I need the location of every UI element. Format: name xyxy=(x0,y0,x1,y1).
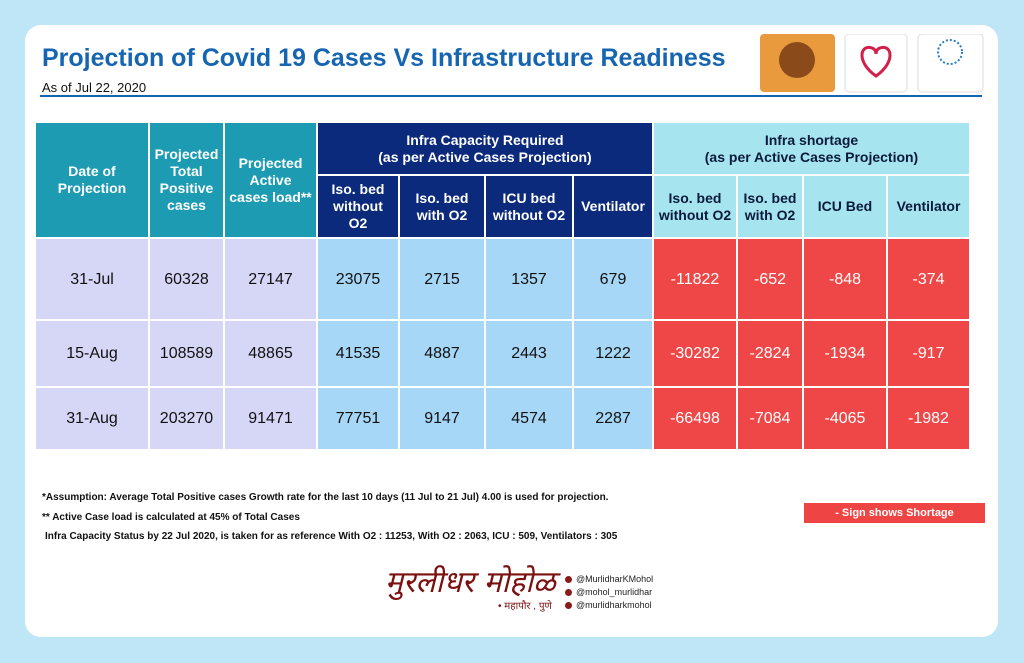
column-header: Ventilator xyxy=(573,175,653,238)
table-cell: 4887 xyxy=(399,320,485,387)
footnote: Infra Capacity Status by 22 Jul 2020, is… xyxy=(45,531,618,542)
column-header: Date of Projection xyxy=(35,122,149,238)
table-cell: 203270 xyxy=(149,387,224,450)
table-cell: 27147 xyxy=(224,238,317,320)
table-cell: 48865 xyxy=(224,320,317,387)
logo xyxy=(779,42,815,78)
column-header: Projected Active cases load** xyxy=(224,122,317,238)
table-cell: 4574 xyxy=(485,387,573,450)
subtitle: As of Jul 22, 2020 xyxy=(42,80,147,95)
social-icon xyxy=(565,589,572,597)
column-header: Ventilator xyxy=(887,175,970,238)
table-cell: -1934 xyxy=(803,320,887,387)
social-icon xyxy=(565,602,572,610)
social-icon xyxy=(565,576,572,584)
group-header: Infra Capacity Required (as per Active Ca… xyxy=(317,122,653,175)
social-text: @murlidharkmohol xyxy=(576,600,652,610)
table-cell: 2287 xyxy=(573,387,653,450)
group-header-title: Infra shortage xyxy=(764,131,859,148)
table-cell: 9147 xyxy=(399,387,485,450)
table-cell: 1222 xyxy=(573,320,653,387)
table-cell: -652 xyxy=(737,238,803,320)
table-cell: 2443 xyxy=(485,320,573,387)
logo xyxy=(844,34,908,93)
table-cell: -66498 xyxy=(653,387,737,450)
table-cell: 91471 xyxy=(224,387,317,450)
column-header: Iso. bed with O2 xyxy=(737,175,803,238)
signature-role: • महापौर , पुणे xyxy=(498,601,552,612)
logo xyxy=(860,45,892,78)
column-header: ICU Bed xyxy=(803,175,887,238)
table-cell: -4065 xyxy=(803,387,887,450)
column-header: Iso. bed without O2 xyxy=(317,175,399,238)
group-header-title: Infra Capacity Required xyxy=(406,131,564,148)
column-header: ICU bed without O2 xyxy=(485,175,573,238)
social-handle: @MurlidharKMohol xyxy=(565,574,653,584)
table-cell: 2715 xyxy=(399,238,485,320)
footnote: *Assumption: Average Total Positive case… xyxy=(42,492,609,503)
column-header: Iso. bed without O2 xyxy=(653,175,737,238)
title: Projection of Covid 19 Cases Vs Infrastr… xyxy=(42,44,726,72)
table-cell: 77751 xyxy=(317,387,399,450)
social-handle: @murlidharkmohol xyxy=(565,600,652,610)
table-cell: 31-Aug xyxy=(35,387,149,450)
table-cell: 108589 xyxy=(149,320,224,387)
table-cell: -7084 xyxy=(737,387,803,450)
table-cell: 15-Aug xyxy=(35,320,149,387)
footnote: ** Active Case load is calculated at 45%… xyxy=(42,512,300,523)
table-cell: -2824 xyxy=(737,320,803,387)
title-rule xyxy=(40,95,982,97)
table-cell: -848 xyxy=(803,238,887,320)
column-header: Projected Total Positive cases xyxy=(149,122,224,238)
social-text: @mohol_murlidhar xyxy=(576,587,653,597)
logos xyxy=(760,34,984,93)
table-cell: 679 xyxy=(573,238,653,320)
table-cell: -917 xyxy=(887,320,970,387)
table-cell: 60328 xyxy=(149,238,224,320)
group-header-subtitle: (as per Active Cases Projection) xyxy=(704,148,919,165)
logo xyxy=(917,34,984,93)
logo xyxy=(937,39,963,65)
table-cell: -30282 xyxy=(653,320,737,387)
legend: - Sign shows Shortage xyxy=(804,503,985,523)
table-cell: 41535 xyxy=(317,320,399,387)
social-handle: @mohol_murlidhar xyxy=(565,587,652,597)
social-text: @MurlidharKMohol xyxy=(576,574,654,584)
signature: मुरलीधर मोहोळ xyxy=(385,565,556,600)
table-cell: 23075 xyxy=(317,238,399,320)
table-cell: 31-Jul xyxy=(35,238,149,320)
table-cell: -11822 xyxy=(653,238,737,320)
table-cell: -1982 xyxy=(887,387,970,450)
table-cell: -374 xyxy=(887,238,970,320)
group-header-subtitle: (as per Active Cases Projection) xyxy=(378,148,592,165)
column-header: Iso. bed with O2 xyxy=(399,175,485,238)
table-cell: 1357 xyxy=(485,238,573,320)
group-header: Infra shortage (as per Active Cases Proje… xyxy=(653,122,970,175)
